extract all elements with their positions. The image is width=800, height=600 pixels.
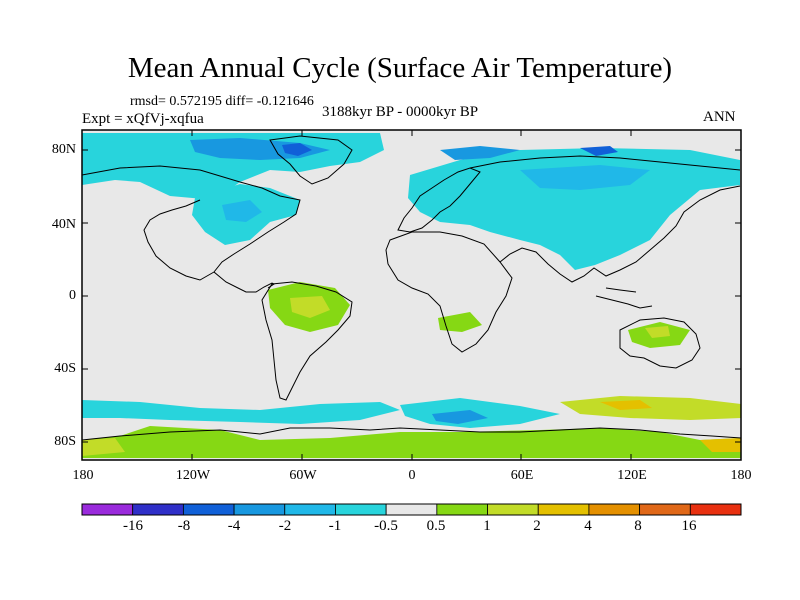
colorbar-tick-label: -4 <box>227 518 241 534</box>
x-tick-120w: 120W <box>175 468 211 483</box>
coast-indonesia <box>595 287 653 309</box>
anomaly-australia-core <box>645 326 670 338</box>
colorbar-tick-label: -0.5 <box>374 518 398 534</box>
colorbar-tick-label: 1 <box>483 518 491 534</box>
x-tick-120e: 120E <box>617 468 647 483</box>
x-tick-marks <box>191 130 632 460</box>
colorbar-tick-label: -8 <box>177 518 191 534</box>
colorbar-swatch <box>487 503 539 516</box>
anomaly-antarctica-interior <box>82 426 741 458</box>
anomaly-amazon-core <box>290 296 330 318</box>
colorbar-swatch <box>233 503 286 516</box>
colorbar-tick-label: 4 <box>584 518 592 534</box>
anomaly-north-america-inner <box>222 200 262 222</box>
colorbar-swatch <box>436 503 488 516</box>
colorbar <box>81 503 742 516</box>
colorbar-tick-label: 2 <box>533 518 541 534</box>
x-tick-60e: 60E <box>510 468 534 483</box>
colorbar-tick-label: 0.5 <box>426 518 446 534</box>
colorbar-tick-label: -16 <box>123 518 143 534</box>
anomaly-weddell-core <box>432 410 488 424</box>
colorbar-swatch <box>639 503 691 516</box>
coast-greenland <box>269 135 353 185</box>
coast-antarctica <box>81 427 742 441</box>
colorbar-swatch <box>689 503 742 516</box>
map-title: Mean Annual Cycle (Surface Air Temperatu… <box>127 52 673 84</box>
anomaly-eurasia-inner <box>520 165 650 190</box>
coast-australia <box>619 317 701 369</box>
x-tick-180e: 180 <box>730 468 752 483</box>
colorbar-tick-label: 8 <box>634 518 642 534</box>
anomaly-eurasia <box>408 148 740 270</box>
anomaly-africa <box>438 312 482 332</box>
y-tick-40s: 40S <box>54 361 76 376</box>
season-label: ANN <box>703 109 736 125</box>
colorbar-swatch <box>284 503 336 516</box>
anomaly-east-antarctica-core <box>600 400 652 410</box>
anomaly-antarctica-warm <box>82 438 125 456</box>
y-tick-eq: 0 <box>69 288 76 303</box>
x-tick-180w: 180 <box>72 468 94 483</box>
x-tick-60w: 60W <box>289 468 317 483</box>
colorbar-swatch <box>132 503 184 516</box>
anomaly-greenland-core <box>282 143 312 156</box>
colorbar-swatch <box>182 503 235 516</box>
y-tick-80n: 80N <box>51 142 76 157</box>
experiment-label: Expt = xQfVj-xqfua <box>82 111 204 127</box>
colorbar-tick-label: -2 <box>278 518 292 534</box>
coast-europe <box>397 167 481 233</box>
rmsd-diff-stats: rmsd= 0.572195 diff= -0.121646 <box>130 94 314 109</box>
anomaly-southern-ocean-west <box>82 400 400 424</box>
period-label: 3188kyr BP - 0000kyr BP <box>322 104 479 120</box>
coast-asia <box>469 155 741 283</box>
anomaly-east-siberia-core <box>580 146 618 156</box>
colorbar-swatch <box>385 503 438 516</box>
anomaly-contours <box>82 133 741 458</box>
coast-north-america <box>81 165 301 293</box>
anomaly-barents <box>440 146 520 160</box>
y-tick-40n: 40N <box>51 217 76 232</box>
colorbar-swatch <box>335 503 387 516</box>
x-tick-0: 0 <box>408 468 416 483</box>
anomaly-antarctica-warm-east <box>700 438 741 452</box>
colorbar-frame <box>81 503 742 516</box>
y-tick-marks <box>82 149 741 443</box>
coast-south-america <box>261 281 353 401</box>
y-tick-80s: 80S <box>54 434 76 449</box>
colorbar-swatch <box>588 503 641 516</box>
coast-africa <box>385 231 513 353</box>
coastlines <box>81 135 742 441</box>
colorbar-tick-label: -1 <box>328 518 342 534</box>
colorbar-tick-label: 16 <box>681 518 697 534</box>
colorbar-swatch <box>81 503 134 516</box>
colorbar-swatch <box>537 503 590 516</box>
